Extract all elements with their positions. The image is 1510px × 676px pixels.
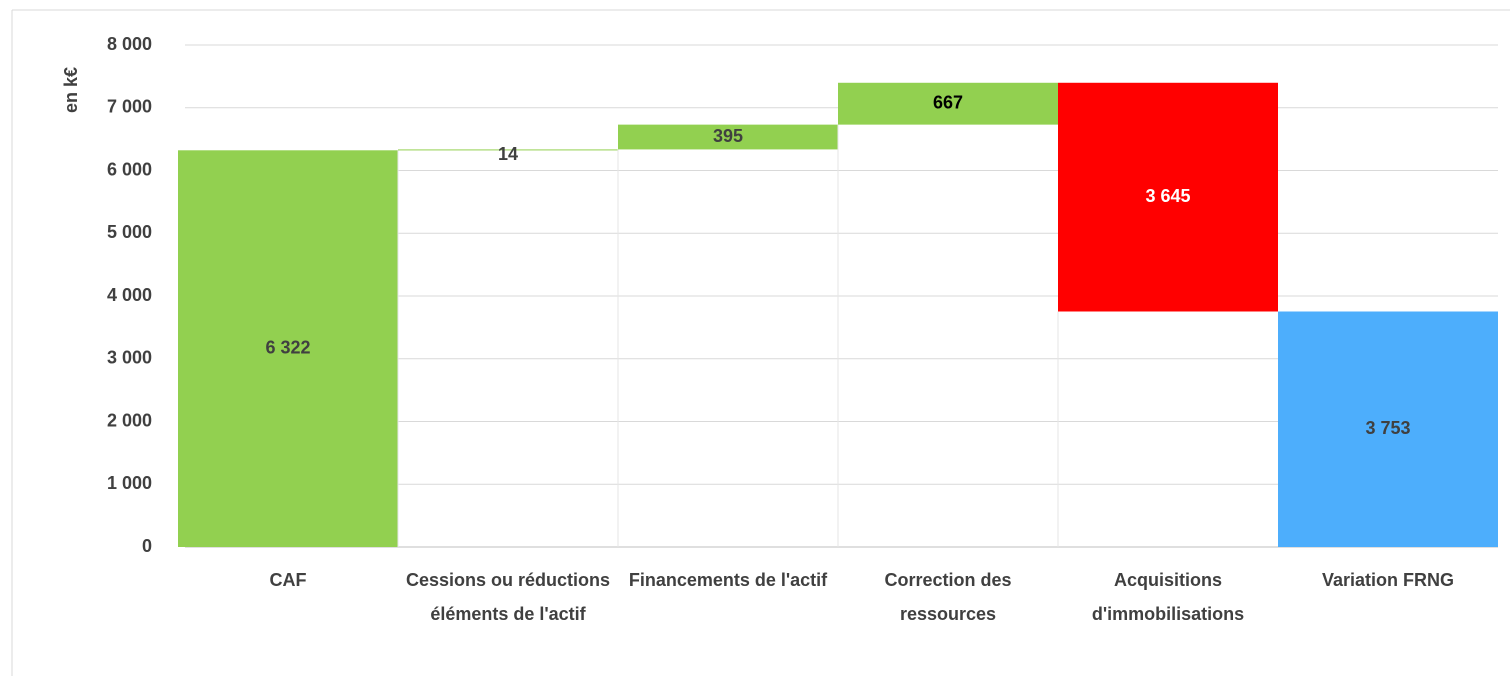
- bar: [1058, 82, 1278, 312]
- y-tick-label: 1 000: [107, 473, 152, 493]
- x-tick-label: Correction des ressources: [884, 570, 1012, 624]
- bar: [398, 149, 618, 151]
- bar: [838, 82, 1058, 125]
- x-tick-label: Cessions ou réductions éléments de l'act…: [405, 570, 611, 624]
- y-tick-label: 0: [142, 536, 152, 556]
- data-label: 3 645: [1145, 186, 1190, 206]
- y-tick-label: 7 000: [107, 97, 152, 117]
- data-label: 6 322: [265, 337, 310, 357]
- y-tick-label: 6 000: [107, 159, 152, 179]
- y-tick-label: 5 000: [107, 222, 152, 242]
- y-axis-label: en k€: [61, 67, 81, 113]
- data-label: 3 753: [1365, 418, 1410, 438]
- x-tick-label: CAF: [269, 570, 307, 590]
- y-tick-label: 2 000: [107, 410, 152, 430]
- bar: [1278, 311, 1498, 547]
- bar: [178, 150, 398, 547]
- bar: [618, 124, 838, 150]
- x-tick-label: Variation FRNG: [1321, 570, 1455, 590]
- x-tick-label: Acquisitions d'immobilisations: [1091, 570, 1245, 624]
- data-label: 395: [713, 126, 743, 146]
- y-tick-label: 8 000: [107, 34, 152, 54]
- x-tick-label: Financements de l'actif: [628, 570, 828, 590]
- data-label: 14: [498, 144, 518, 164]
- y-tick-label: 3 000: [107, 348, 152, 368]
- y-tick-label: 4 000: [107, 285, 152, 305]
- data-label: 667: [933, 92, 963, 112]
